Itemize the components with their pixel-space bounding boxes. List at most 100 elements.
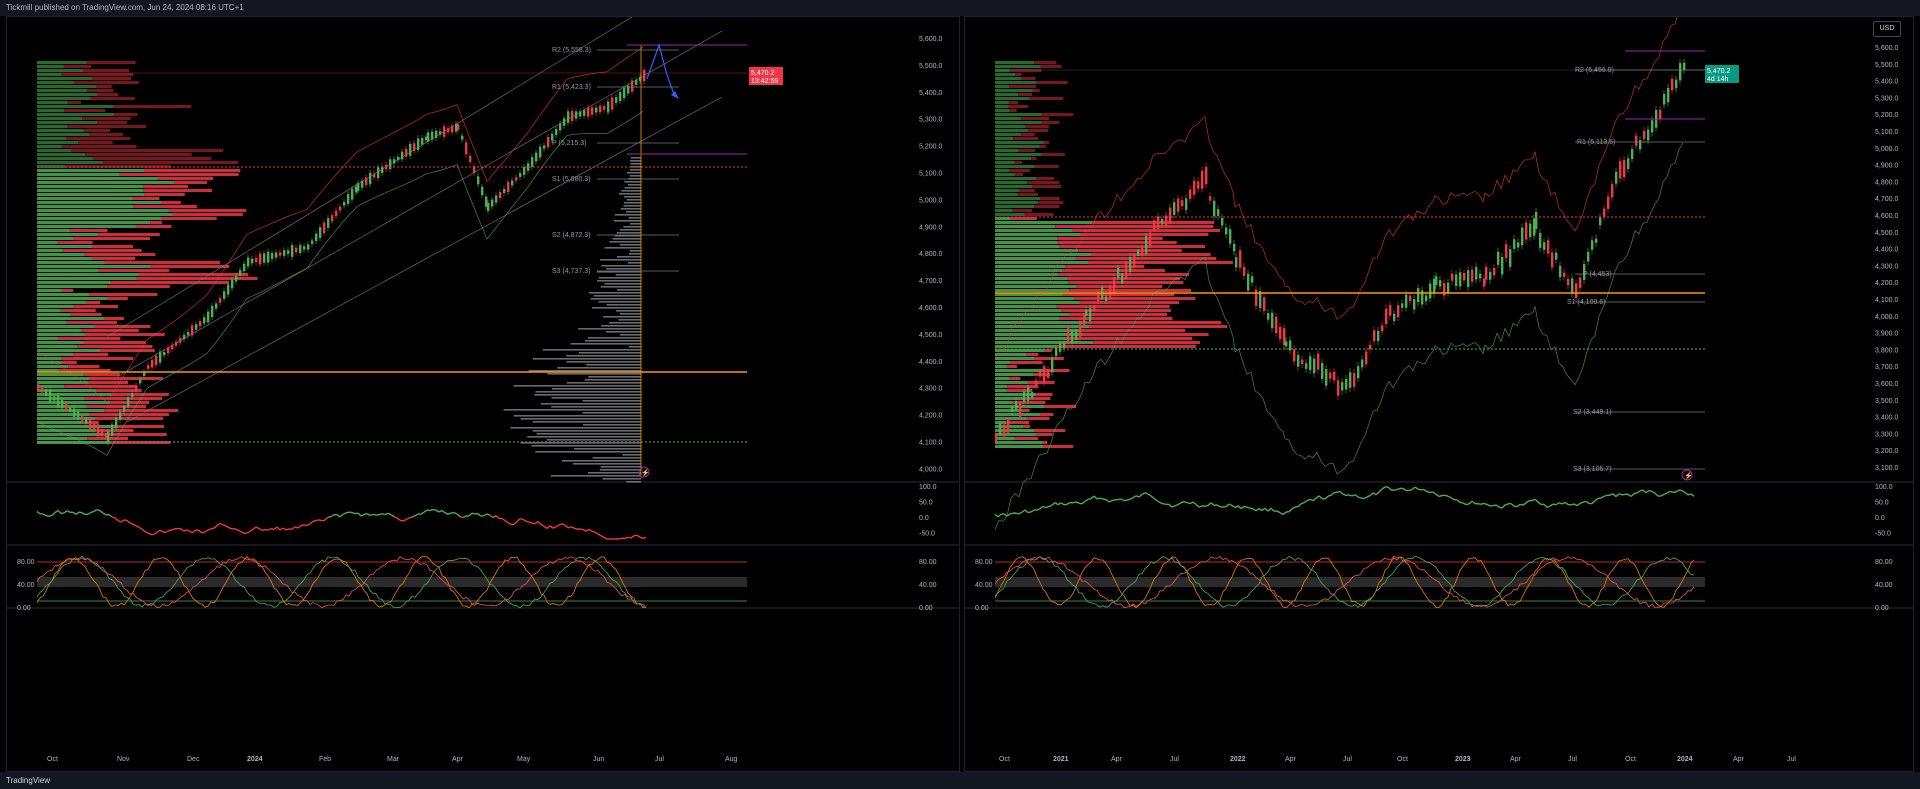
price-tick: 3,300.0 bbox=[1875, 431, 1898, 438]
pivot-levels: R2 (5,456.9) R1 (5,113.5) P (4,453) S1 (4,1… bbox=[1567, 67, 1705, 473]
key-levels bbox=[37, 44, 747, 475]
chart-canvas-right[interactable]: R2 (5,456.9) R1 (5,113.5) P (4,453) S1 (4,1… bbox=[965, 17, 1914, 772]
price-tick: 4,900.0 bbox=[919, 224, 942, 231]
stoch-tick-left: 40.00 bbox=[17, 582, 35, 589]
session-volume-profile bbox=[503, 157, 641, 483]
price-axis[interactable]: 5,600.0 5,500.0 5,400.0 5,300.0 5,200.0 5,100… bbox=[919, 36, 942, 473]
price-tick: 4,400.0 bbox=[1875, 247, 1898, 254]
pivot-label: R2 (5,558.3) bbox=[552, 47, 591, 54]
stoch-axis[interactable]: 80.00 80.00 40.00 40.00 0.00 0.00 bbox=[17, 559, 937, 612]
rsi-tick: -50.0 bbox=[919, 531, 935, 538]
price-tick: 5,100.0 bbox=[1875, 129, 1898, 136]
stoch-tick-left: 80.00 bbox=[975, 559, 993, 566]
time-tick: Aug bbox=[725, 756, 738, 763]
stochastic-lines bbox=[36, 555, 747, 609]
bar-countdown: 13:42:59 bbox=[751, 78, 778, 85]
time-tick: Apr bbox=[1510, 756, 1522, 763]
flash-glyph: ⚡ bbox=[641, 468, 650, 477]
footer-bar: TradingView bbox=[0, 772, 1920, 789]
price-tick: 3,500.0 bbox=[1875, 398, 1898, 405]
flash-icon[interactable] bbox=[638, 466, 650, 478]
time-tick: Feb bbox=[319, 756, 331, 763]
rsi-tick: 50.0 bbox=[919, 500, 933, 507]
flash-glyph: ⚡ bbox=[1684, 471, 1693, 480]
rsi-axis[interactable]: 100.0 50.0 0.0 -50.0 bbox=[1875, 484, 1893, 538]
price-tick: 3,600.0 bbox=[1875, 381, 1898, 388]
bollinger-bands bbox=[994, 17, 1684, 530]
stoch-tick: 40.00 bbox=[919, 582, 937, 589]
currency-button[interactable]: USD bbox=[1873, 21, 1901, 37]
time-tick: Oct bbox=[1397, 756, 1408, 763]
stoch-tick: 80.00 bbox=[919, 559, 937, 566]
chart-pane-weekly[interactable]: R2 (5,456.9) R1 (5,113.5) P (4,453) S1 (4,1… bbox=[964, 16, 1914, 772]
pivot-label: S3 (4,737.3) bbox=[552, 268, 591, 275]
price-tick: 4,500.0 bbox=[919, 332, 942, 339]
price-tick: 4,200.0 bbox=[919, 413, 942, 420]
time-tick: Jun bbox=[593, 756, 604, 763]
stochastic-lines bbox=[994, 555, 1705, 609]
time-tick: Jul bbox=[655, 756, 664, 763]
rsi-tick: 50.0 bbox=[1875, 500, 1889, 507]
pivot-label: P (5,215.3) bbox=[552, 140, 587, 147]
projection-arrow[interactable] bbox=[646, 42, 679, 99]
last-price-value: 5,470.2 bbox=[1707, 68, 1730, 75]
stoch-tick: 0.00 bbox=[919, 605, 933, 612]
rsi-line bbox=[36, 508, 647, 540]
time-axis[interactable]: Oct 2021 Apr Jul 2022 Apr Jul Oct 2023 Apr Jul Oct 2… bbox=[999, 756, 1796, 763]
time-tick: Nov bbox=[117, 756, 130, 763]
price-tick: 4,700.0 bbox=[919, 278, 942, 285]
price-tick: 3,800.0 bbox=[1875, 347, 1898, 354]
flash-icon[interactable] bbox=[1681, 469, 1693, 481]
price-tick: 5,500.0 bbox=[919, 63, 942, 70]
last-price-label: 5,470.2 13:42:59 bbox=[749, 67, 783, 85]
pivot-label: R1 (5,113.5) bbox=[1577, 139, 1615, 146]
stoch-tick-left: 80.00 bbox=[17, 559, 35, 566]
price-tick: 4,100.0 bbox=[1875, 297, 1898, 304]
pivot-label: S1 (5,080.3) bbox=[552, 176, 591, 183]
stoch-tick: 0.00 bbox=[1875, 605, 1889, 612]
price-axis[interactable]: 5,600.0 5,500.0 5,400.0 5,300.0 5,200.0 5,100… bbox=[1875, 45, 1898, 472]
price-tick: 5,000.0 bbox=[1875, 146, 1898, 153]
price-tick: 4,300.0 bbox=[919, 386, 942, 393]
price-tick: 4,000.0 bbox=[1875, 314, 1898, 321]
stoch-tick-left: 0.00 bbox=[975, 605, 989, 612]
rsi-axis[interactable]: 100.0 50.0 0.0 -50.0 bbox=[919, 484, 937, 538]
time-tick: Oct bbox=[1625, 756, 1636, 763]
chart-canvas-left[interactable]: R2 (5,558.3) R1 (5,423.3) P (5,215.3) S1 (5… bbox=[7, 17, 960, 772]
time-tick: Dec bbox=[187, 756, 200, 763]
price-tick: 4,900.0 bbox=[1875, 163, 1898, 170]
price-tick: 3,700.0 bbox=[1875, 364, 1898, 371]
stoch-axis[interactable]: 80.00 80.00 40.00 40.00 0.00 0.00 bbox=[975, 559, 1893, 612]
last-price-value: 5,470.2 bbox=[751, 70, 774, 77]
price-tick: 5,200.0 bbox=[919, 144, 942, 151]
price-tick: 4,000.0 bbox=[919, 466, 942, 473]
time-axis[interactable]: Oct Nov Dec 2024 Feb Mar Apr May Jun Jul Aug bbox=[47, 756, 738, 763]
price-tick: 4,800.0 bbox=[1875, 179, 1898, 186]
pivot-label: R1 (5,423.3) bbox=[552, 84, 591, 91]
price-tick: 5,300.0 bbox=[919, 117, 942, 124]
price-tick: 4,300.0 bbox=[1875, 263, 1898, 270]
time-tick: Apr bbox=[1285, 756, 1297, 763]
price-tick: 4,700.0 bbox=[1875, 196, 1898, 203]
price-tick: 3,900.0 bbox=[1875, 331, 1898, 338]
stoch-tick: 40.00 bbox=[1875, 582, 1893, 589]
rsi-tick: 100.0 bbox=[919, 484, 937, 491]
price-tick: 5,500.0 bbox=[1875, 62, 1898, 69]
tradingview-logo[interactable]: TradingView bbox=[6, 776, 51, 785]
price-tick: 3,100.0 bbox=[1875, 465, 1898, 472]
price-tick: 5,400.0 bbox=[919, 90, 942, 97]
time-tick: Oct bbox=[47, 756, 58, 763]
pivot-label: P (4,453) bbox=[1583, 271, 1612, 278]
time-tick: 2023 bbox=[1455, 756, 1471, 763]
rsi-line bbox=[994, 486, 1695, 518]
volume-profile bbox=[995, 61, 1233, 448]
price-tick: 4,500.0 bbox=[1875, 230, 1898, 237]
bar-countdown: 4d 14h bbox=[1707, 76, 1729, 83]
chart-pane-daily[interactable]: R2 (5,558.3) R1 (5,423.3) P (5,215.3) S1 (5… bbox=[6, 16, 960, 772]
time-tick: Apr bbox=[1733, 756, 1745, 763]
last-price-label: 5,470.2 4d 14h bbox=[1705, 65, 1739, 83]
price-tick: 5,300.0 bbox=[1875, 95, 1898, 102]
price-tick: 4,400.0 bbox=[919, 359, 942, 366]
rsi-tick: 100.0 bbox=[1875, 484, 1893, 491]
price-tick: 4,100.0 bbox=[919, 440, 942, 447]
